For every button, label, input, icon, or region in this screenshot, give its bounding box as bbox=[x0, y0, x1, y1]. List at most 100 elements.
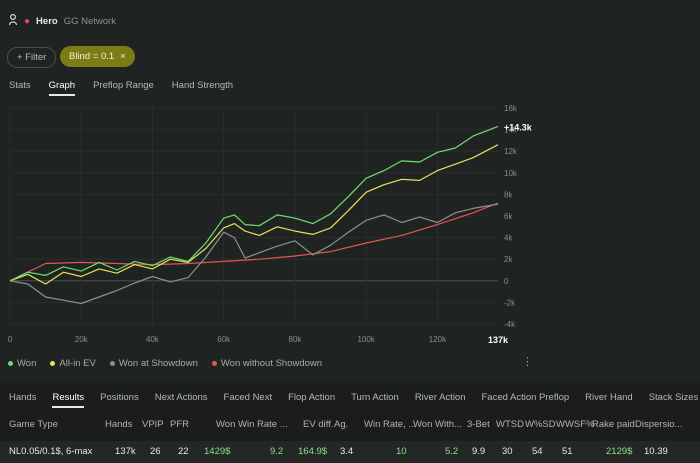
cell-wwsf: 51 bbox=[562, 446, 573, 457]
cell-hands: 137k bbox=[115, 446, 136, 457]
column-header[interactable]: Win Rate, ... bbox=[364, 419, 417, 430]
legend-item-won-without-showdown[interactable]: Won without Showdown bbox=[211, 358, 323, 369]
column-header[interactable]: Rake paid bbox=[592, 419, 635, 430]
tab-positions[interactable]: Positions bbox=[100, 392, 139, 403]
end-value-label: +14.3k bbox=[504, 122, 533, 132]
cell-pfr: 22 bbox=[178, 446, 189, 457]
tab-next-actions[interactable]: Next Actions bbox=[154, 392, 208, 403]
tab-flop-action[interactable]: Flop Action bbox=[288, 392, 336, 403]
y-tick-label: 2k bbox=[504, 255, 513, 264]
series-line-won bbox=[9, 125, 499, 282]
chart-series bbox=[9, 125, 499, 305]
series-line-all-in-ev bbox=[9, 144, 499, 285]
legend-item-won-at-showdown[interactable]: Won at Showdown bbox=[109, 358, 198, 369]
column-header[interactable]: Hands bbox=[105, 419, 133, 430]
cell-ag: 3.4 bbox=[340, 446, 354, 457]
tab-faced-action-preflop[interactable]: Faced Action Preflop bbox=[481, 392, 570, 403]
y-tick-label: 8k bbox=[504, 190, 513, 199]
column-header[interactable]: W%SD bbox=[525, 419, 556, 430]
tab-hands[interactable]: Hands bbox=[9, 392, 37, 403]
column-header[interactable]: Game Type bbox=[9, 419, 58, 430]
x-end-label: 137k bbox=[488, 335, 509, 345]
y-tick-label: 6k bbox=[504, 212, 513, 221]
chart-legend: Won All-in EV Won at Showdown Won withou… bbox=[8, 358, 322, 369]
table-row[interactable]: NL0.05/0.1$, 6-max 137k 26 22 1429$ 9.2 … bbox=[0, 446, 700, 460]
legend-dot-icon bbox=[8, 360, 13, 366]
tab-stack-sizes[interactable]: Stack Sizes bbox=[648, 392, 699, 403]
tab-river-action[interactable]: River Action bbox=[414, 392, 466, 403]
column-header[interactable]: PFR bbox=[170, 419, 189, 430]
status-dot-icon: ● bbox=[24, 15, 31, 27]
legend-dot-icon bbox=[109, 360, 115, 366]
tab-stats[interactable]: Stats bbox=[9, 80, 31, 91]
column-header[interactable]: EV diff. bbox=[303, 419, 334, 430]
y-tick-label: 10k bbox=[504, 169, 518, 178]
cell-3bet: 9.9 bbox=[472, 446, 486, 457]
table-header: Game Type Hands VPIP PFR Won Win Rate ..… bbox=[0, 419, 700, 433]
remove-filter-icon[interactable]: × bbox=[120, 51, 126, 62]
column-header[interactable]: Ag. bbox=[334, 419, 349, 430]
cell-wsd: 54 bbox=[532, 446, 543, 457]
tab-river-hand[interactable]: River Hand bbox=[585, 392, 633, 403]
column-header[interactable]: Won With... bbox=[413, 419, 462, 430]
x-tick-label: 80k bbox=[289, 335, 303, 344]
column-header[interactable]: 3-Bet bbox=[467, 419, 490, 430]
cell-game-type: NL0.05/0.1$, 6-max bbox=[9, 446, 93, 457]
x-tick-label: 60k bbox=[217, 335, 231, 344]
network-name: GG Network bbox=[63, 15, 116, 27]
x-tick-label: 20k bbox=[75, 335, 89, 344]
chart-axis-labels: 16k 14k 12k 10k 8k 6k 4k 2k 0 -2k -4k 0 20k 40k 60k 80k… bbox=[8, 104, 533, 345]
column-header[interactable]: Win Rate ... bbox=[238, 419, 288, 430]
column-header[interactable]: WTSD bbox=[496, 419, 524, 430]
series-line-won-without-showdown bbox=[9, 202, 499, 282]
y-tick-label: 0 bbox=[504, 277, 509, 286]
blind-filter-label: Blind = 0.1 bbox=[69, 51, 115, 62]
legend-item-won[interactable]: Won bbox=[8, 358, 36, 369]
y-tick-label: 12k bbox=[504, 147, 518, 156]
cell-wtsd: 30 bbox=[502, 446, 513, 457]
x-tick-label: 0 bbox=[8, 335, 13, 344]
column-header[interactable]: WWSF% bbox=[556, 419, 595, 430]
legend-label: All-in EV bbox=[59, 358, 96, 369]
tab-turn-action[interactable]: Turn Action bbox=[351, 392, 399, 403]
series-line-won-at-showdown bbox=[9, 203, 499, 305]
winnings-graph[interactable]: 16k 14k 12k 10k 8k 6k 4k 2k 0 -2k -4k 0 20k 40k 60k 80k… bbox=[0, 100, 560, 350]
table-row-background bbox=[0, 441, 700, 463]
stats-tabs: Hands Results Positions Next Actions Fac… bbox=[9, 392, 698, 408]
chart-grid bbox=[9, 107, 498, 325]
column-header[interactable]: Won bbox=[216, 419, 236, 430]
tab-results[interactable]: Results bbox=[52, 392, 85, 408]
y-tick-label: 16k bbox=[504, 104, 518, 113]
x-tick-label: 100k bbox=[358, 335, 376, 344]
player-name[interactable]: Hero bbox=[36, 15, 58, 27]
legend-label: Won bbox=[17, 358, 37, 369]
chart-menu-icon[interactable]: ⋮ bbox=[522, 356, 533, 368]
legend-label: Won without Showdown bbox=[220, 358, 323, 369]
cell-vpip: 26 bbox=[150, 446, 161, 457]
add-filter-button[interactable]: + Filter bbox=[7, 47, 57, 68]
cell-rake-paid: 2129$ bbox=[606, 446, 633, 457]
x-tick-label: 120k bbox=[429, 335, 447, 344]
y-tick-label: -2k bbox=[504, 298, 516, 307]
cell-win-rate-2: 10 bbox=[396, 446, 407, 457]
cell-ev-diff: 164.9$ bbox=[298, 446, 328, 457]
cell-won-with: 5.2 bbox=[445, 446, 459, 457]
view-tabs: Stats Graph Preflop Range Hand Strength bbox=[9, 80, 233, 96]
legend-label: Won at Showdown bbox=[118, 358, 198, 369]
legend-dot-icon bbox=[211, 360, 217, 366]
tab-hand-strength[interactable]: Hand Strength bbox=[171, 80, 234, 91]
tab-graph[interactable]: Graph bbox=[48, 80, 76, 96]
tab-preflop-range[interactable]: Preflop Range bbox=[93, 80, 154, 91]
legend-dot-icon bbox=[50, 360, 56, 366]
y-tick-label: -4k bbox=[504, 320, 516, 329]
cell-won: 1429$ bbox=[204, 446, 231, 457]
player-header: ● Hero GG Network bbox=[8, 12, 116, 30]
column-header[interactable]: Dispersio... bbox=[635, 419, 683, 430]
y-tick-label: 4k bbox=[504, 234, 513, 243]
blind-filter-chip[interactable]: Blind = 0.1 × bbox=[60, 46, 135, 67]
legend-item-allin-ev[interactable]: All-in EV bbox=[50, 358, 96, 369]
column-header[interactable]: VPIP bbox=[142, 419, 164, 430]
tab-faced-next[interactable]: Faced Next bbox=[223, 392, 273, 403]
player-icon bbox=[8, 13, 18, 29]
cell-dispersion: 10.39 bbox=[644, 446, 668, 457]
